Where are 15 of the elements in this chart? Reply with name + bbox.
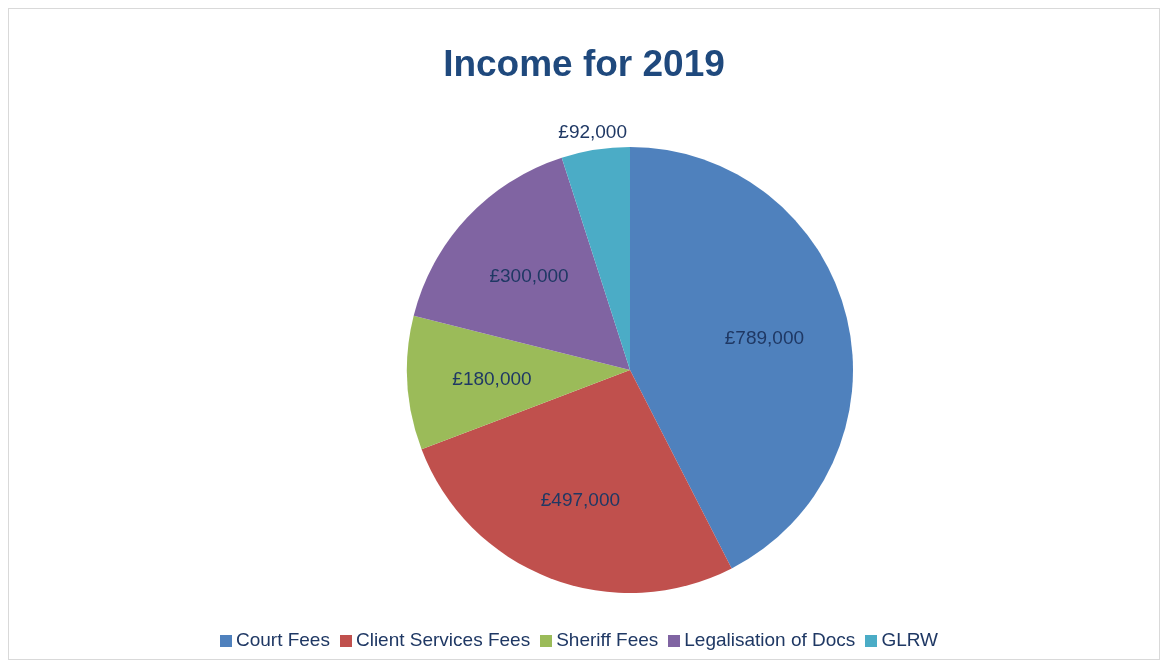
- data-label: £92,000: [558, 121, 628, 143]
- chart-title: Income for 2019: [442, 43, 726, 85]
- pie-slice: [407, 315, 630, 450]
- legend-label: GLRW: [881, 629, 939, 650]
- data-label: £497,000: [540, 488, 621, 510]
- data-label: £300,000: [489, 265, 569, 287]
- legend-label: Sheriff Fees: [556, 629, 659, 650]
- pie-slice: [421, 370, 732, 593]
- legend-label: Court Fees: [235, 629, 330, 650]
- data-label: £789,000: [724, 327, 805, 349]
- data-label: £180,000: [452, 367, 532, 389]
- legend-label: Legalisation of Docs: [684, 629, 856, 650]
- legend-label: Client Services Fees: [355, 629, 531, 650]
- pie-slice: [630, 147, 853, 569]
- pie-slice: [413, 157, 630, 370]
